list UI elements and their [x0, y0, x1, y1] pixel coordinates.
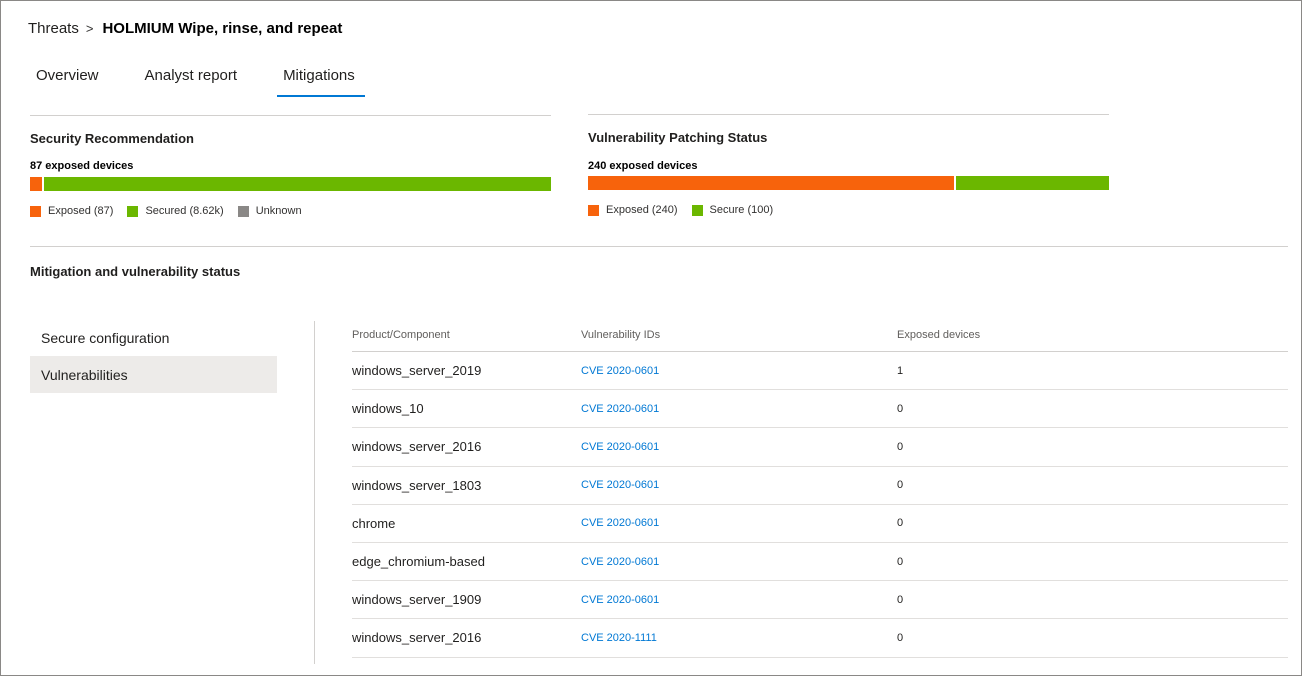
- bar-segment-exposed[interactable]: [30, 177, 42, 191]
- table-row[interactable]: windows_server_2016 CVE 2020-0601 0: [352, 428, 1288, 467]
- chevron-right-icon: >: [85, 20, 94, 36]
- legend-item-secure: Secure (100): [691, 204, 774, 216]
- cve-link[interactable]: CVE 2020-0601: [581, 479, 660, 492]
- vertical-divider: [314, 321, 315, 664]
- legend-label: Exposed (240): [606, 204, 678, 216]
- tab-mitigations[interactable]: Mitigations: [277, 63, 365, 97]
- table-row[interactable]: edge_chromium-based CVE 2020-0601 0: [352, 543, 1288, 582]
- tab-overview[interactable]: Overview: [36, 67, 99, 84]
- security-recommendation-bar: [30, 177, 551, 191]
- bar-segment-exposed[interactable]: [588, 176, 954, 190]
- exposed-swatch-icon: [588, 204, 599, 216]
- legend-label: Secure (100): [709, 204, 774, 216]
- cve-link[interactable]: CVE 2020-0601: [581, 402, 660, 415]
- secure-swatch-icon: [691, 204, 703, 216]
- product-cell: windows_server_2016: [352, 439, 482, 455]
- secured-swatch-icon: [127, 205, 139, 217]
- table-row[interactable]: windows_server_2019 CVE 2020-0601 1: [352, 352, 1288, 391]
- table-row[interactable]: windows_server_2016 CVE 2020-1111 0: [352, 619, 1288, 658]
- table-row[interactable]: windows_server_1909 CVE 2020-0601 0: [352, 581, 1288, 620]
- column-header-vulnerability-ids[interactable]: Vulnerability IDs: [581, 329, 661, 341]
- security-recommendation-subtitle: 87 exposed devices: [30, 160, 134, 172]
- legend-item-exposed: Exposed (87): [30, 205, 113, 217]
- exposed-devices-cell: 0: [897, 517, 904, 530]
- exposed-devices-cell: 0: [897, 631, 904, 644]
- unknown-swatch-icon: [237, 205, 249, 217]
- vulnerability-patching-subtitle: 240 exposed devices: [588, 160, 698, 172]
- section-divider: [30, 246, 1288, 247]
- breadcrumb-threats-link[interactable]: Threats: [28, 19, 79, 37]
- mitigation-side-nav: Secure configuration Vulnerabilities: [30, 319, 277, 393]
- cve-link[interactable]: CVE 2020-0601: [581, 555, 660, 568]
- table-header: Product/Component Vulnerability IDs Expo…: [352, 319, 1288, 352]
- product-cell: windows_server_2016: [352, 630, 482, 646]
- legend-label: Unknown: [255, 205, 302, 217]
- table-row[interactable]: chrome CVE 2020-0601 0: [352, 505, 1288, 543]
- exposed-devices-cell: 1: [897, 364, 904, 377]
- product-cell: windows_server_1909: [352, 592, 482, 608]
- legend-item-unknown: Unknown: [237, 205, 302, 217]
- vulnerabilities-table: Product/Component Vulnerability IDs Expo…: [352, 319, 1288, 658]
- exposed-swatch-icon: [30, 205, 41, 217]
- legend-label: Secured (8.62k): [145, 205, 224, 217]
- breadcrumb: Threats > HOLMIUM Wipe, rinse, and repea…: [28, 18, 342, 38]
- exposed-devices-cell: 0: [897, 440, 904, 453]
- cve-link[interactable]: CVE 2020-0601: [581, 440, 660, 453]
- exposed-devices-cell: 0: [897, 593, 904, 606]
- table-row[interactable]: windows_10 CVE 2020-0601 0: [352, 390, 1288, 429]
- vulnerability-patching-card: Vulnerability Patching Status 240 expose…: [588, 114, 1109, 224]
- cve-link[interactable]: CVE 2020-0601: [581, 517, 660, 530]
- vulnerability-patching-legend: Exposed (240) Secure (100): [588, 204, 787, 216]
- side-nav-vulnerabilities[interactable]: Vulnerabilities: [30, 356, 277, 393]
- security-recommendation-card: Security Recommendation 87 exposed devic…: [30, 115, 551, 225]
- legend-item-secured: Secured (8.62k): [127, 205, 224, 217]
- product-cell: windows_10: [352, 401, 424, 417]
- mitigation-section-title: Mitigation and vulnerability status: [30, 264, 241, 279]
- product-cell: edge_chromium-based: [352, 554, 485, 570]
- exposed-devices-cell: 0: [897, 402, 904, 415]
- bar-segment-secure[interactable]: [956, 176, 1109, 190]
- side-nav-secure-configuration[interactable]: Secure configuration: [41, 329, 170, 346]
- exposed-devices-cell: 0: [897, 555, 904, 568]
- product-cell: windows_server_2019: [352, 363, 482, 379]
- tab-analyst-report[interactable]: Analyst report: [144, 67, 238, 84]
- legend-item-exposed: Exposed (240): [588, 204, 678, 216]
- legend-label: Exposed (87): [48, 205, 114, 217]
- page-title: HOLMIUM Wipe, rinse, and repeat: [102, 19, 343, 37]
- security-recommendation-title: Security Recommendation: [30, 131, 194, 146]
- vulnerability-patching-bar: [588, 176, 1109, 190]
- product-cell: windows_server_1803: [352, 477, 482, 493]
- table-row[interactable]: windows_server_1803 CVE 2020-0601 0: [352, 467, 1288, 505]
- product-cell: chrome: [352, 515, 396, 531]
- bar-segment-secured[interactable]: [44, 177, 551, 191]
- vulnerability-patching-title: Vulnerability Patching Status: [588, 130, 768, 145]
- column-header-exposed-devices[interactable]: Exposed devices: [897, 329, 981, 341]
- security-recommendation-legend: Exposed (87) Secured (8.62k) Unknown: [30, 205, 316, 217]
- cve-link[interactable]: CVE 2020-0601: [581, 593, 660, 606]
- cve-link[interactable]: CVE 2020-0601: [581, 364, 660, 377]
- cve-link[interactable]: CVE 2020-1111: [581, 631, 657, 644]
- column-header-product[interactable]: Product/Component: [352, 329, 450, 341]
- tab-bar: Overview Analyst report Mitigations: [30, 63, 395, 97]
- exposed-devices-cell: 0: [897, 479, 904, 492]
